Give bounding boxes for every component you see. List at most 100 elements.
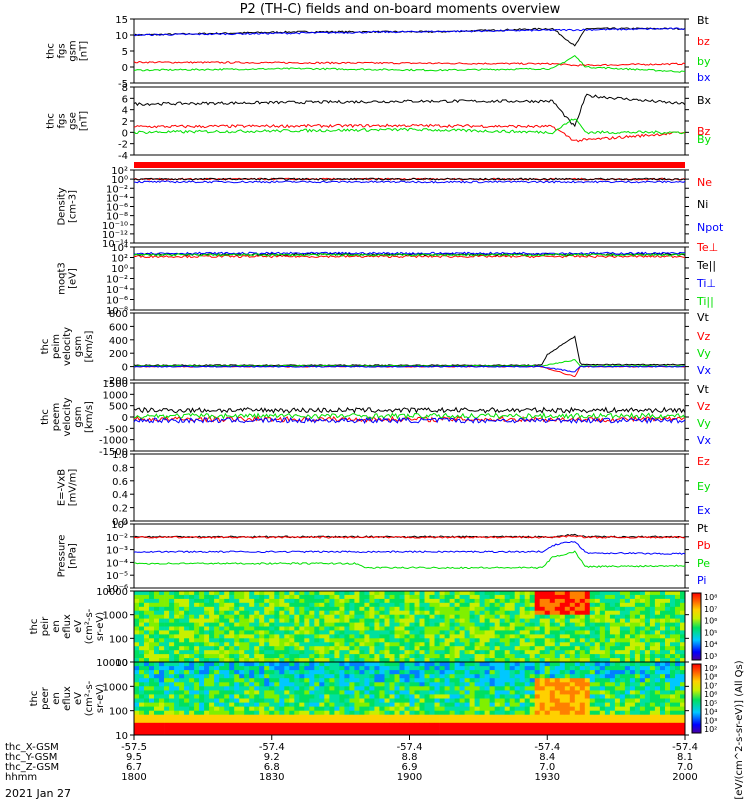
- heatmap-cell: [149, 634, 155, 639]
- heatmap-cell: [174, 622, 180, 627]
- heatmap-cell: [354, 642, 360, 647]
- heatmap-cell: [169, 666, 175, 671]
- heatmap-cell: [554, 670, 561, 675]
- heatmap-cell: [234, 718, 240, 724]
- heatmap-cell: [239, 654, 245, 659]
- heatmap-cell: [179, 634, 185, 639]
- heatmap-cell: [489, 690, 495, 695]
- heatmap-cell: [334, 706, 340, 712]
- heatmap-cell: [639, 634, 646, 639]
- heatmap-cell: [354, 630, 360, 635]
- heatmap-cell: [159, 686, 165, 691]
- heatmap-cell: [639, 666, 646, 671]
- heatmap-cell: [374, 591, 380, 596]
- heatmap-cell: [609, 606, 616, 612]
- heatmap-cell: [609, 602, 616, 608]
- heatmap-cell: [469, 682, 475, 687]
- heatmap-cell: [214, 610, 220, 615]
- heatmap-cell: [164, 658, 170, 663]
- heatmap-cell: [299, 718, 305, 724]
- heatmap-cell: [584, 591, 591, 596]
- heatmap-cell: [134, 646, 140, 651]
- heatmap-cell: [134, 614, 140, 619]
- heatmap-cell: [544, 658, 551, 663]
- heatmap-cell: [424, 678, 430, 683]
- heatmap-cell: [614, 674, 621, 679]
- heatmap-cell: [384, 634, 390, 639]
- heatmap-cell: [379, 666, 385, 671]
- heatmap-cell: [484, 710, 490, 716]
- heatmap-cell: [429, 670, 435, 675]
- heatmap-cell: [529, 606, 536, 612]
- heatmap-cell: [654, 630, 661, 635]
- heatmap-cell: [619, 726, 626, 732]
- heatmap-cell: [604, 686, 611, 691]
- heatmap-cell: [604, 591, 611, 596]
- heatmap-cell: [579, 591, 586, 596]
- heatmap-cell: [614, 602, 621, 608]
- heatmap-cell: [424, 634, 430, 639]
- heatmap-cell: [409, 646, 415, 651]
- series-line-pe: [133, 550, 686, 570]
- heatmap-cell: [289, 686, 295, 691]
- heatmap-cell: [399, 706, 405, 712]
- heatmap-cell: [594, 714, 601, 720]
- heatmap-cell: [624, 634, 631, 639]
- heatmap-cell: [249, 610, 255, 615]
- x-axis-row-label: thc_Y-GSM: [5, 752, 57, 763]
- heatmap-cell: [544, 674, 551, 679]
- heatmap-cell: [639, 646, 646, 651]
- heatmap-cell: [174, 678, 180, 683]
- heatmap-cell: [394, 650, 400, 655]
- heatmap-cell: [424, 642, 430, 647]
- heatmap-cell: [154, 722, 160, 728]
- heatmap-cell: [339, 706, 345, 712]
- heatmap-cell: [559, 634, 566, 639]
- heatmap-cell: [379, 710, 385, 716]
- heatmap-cell: [629, 694, 636, 699]
- heatmap-cell: [309, 694, 315, 699]
- heatmap-cell: [374, 650, 380, 655]
- heatmap-cell: [264, 666, 270, 671]
- heatmap-cell: [314, 686, 320, 691]
- heatmap-cell: [299, 710, 305, 716]
- heatmap-cell: [609, 682, 616, 687]
- heatmap-cell: [569, 686, 576, 691]
- heatmap-cell: [489, 682, 495, 687]
- heatmap-cell: [569, 718, 576, 724]
- heatmap-cell: [634, 591, 641, 596]
- heatmap-cell: [329, 658, 335, 663]
- heatmap-cell: [649, 726, 656, 732]
- heatmap-cell: [264, 682, 270, 687]
- heatmap-cell: [599, 726, 606, 732]
- heatmap-cell: [634, 618, 641, 623]
- heatmap-cell: [384, 591, 390, 596]
- heatmap-cell: [554, 714, 561, 720]
- heatmap-cell: [534, 626, 541, 631]
- heatmap-cell: [444, 726, 450, 732]
- heatmap-cell: [319, 670, 325, 675]
- heatmap-cell: [364, 670, 370, 675]
- heatmap-cell: [319, 618, 325, 623]
- heatmap-cell: [474, 622, 480, 627]
- heatmap-cell: [284, 650, 290, 655]
- heatmap-cell: [224, 702, 230, 708]
- heatmap-cell: [149, 698, 155, 703]
- heatmap-cell: [154, 718, 160, 724]
- heatmap-cell: [369, 654, 375, 659]
- y-tick-label: 10⁻¹²: [102, 230, 128, 241]
- heatmap-cell: [369, 634, 375, 639]
- heatmap-cell: [199, 682, 205, 687]
- heatmap-cell: [144, 678, 150, 683]
- heatmap-cell: [389, 698, 395, 703]
- heatmap-cell: [529, 642, 536, 647]
- heatmap-cell: [169, 602, 175, 608]
- heatmap-cell: [594, 702, 601, 708]
- heatmap-cell: [149, 690, 155, 695]
- heatmap-cell: [634, 702, 641, 708]
- heatmap-cell: [439, 618, 445, 623]
- heatmap-cell: [194, 722, 200, 728]
- heatmap-cell: [675, 686, 681, 691]
- heatmap-cell: [484, 714, 490, 720]
